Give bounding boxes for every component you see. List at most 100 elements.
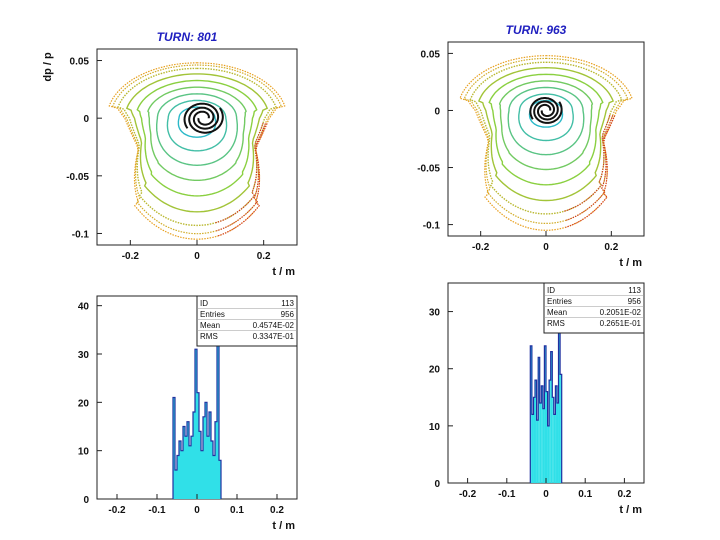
phase-contour [463,57,629,225]
plot-title: TURN: 801 [157,30,218,44]
histogram-bar [550,351,553,483]
y-tick-label: -0.1 [72,229,90,240]
phase-contour-edge [216,123,268,237]
x-tick-label: -0.1 [148,505,166,516]
histogram-bar [207,436,209,499]
phase-contour [507,86,585,156]
x-axis-label: t / m [272,520,295,532]
stats-value: 0.3347E-01 [253,332,295,341]
histogram-bar [533,397,536,483]
y-tick-label: -0.1 [423,221,441,232]
phase-contour [488,73,604,186]
histogram-bar [217,305,219,499]
y-tick-label: -0.05 [417,164,440,175]
phase-space-plot-turn-801: TURN: 801 -0.2 0 0.2 0.05 0 -0.05 -0.1 t / m dp /… [42,30,298,278]
y-tick-label: 0.05 [421,49,441,60]
histogram-bar [199,431,201,499]
beam-spiral-arm [533,100,563,124]
phase-contour-edge [564,115,614,222]
stats-key: Mean [200,321,220,330]
stats-key: Entries [200,310,225,319]
histogram-bar [181,450,183,499]
phase-contour [498,80,594,171]
histogram-bar [213,455,215,499]
x-tick-label: 0 [543,489,549,500]
histogram-bar [539,403,542,483]
y-tick-label: 40 [78,302,90,313]
y-tick-label: 0 [434,106,440,117]
x-tick-label: 0 [543,242,549,253]
phase-contour [469,61,623,215]
phase-contour-edge [216,123,267,232]
x-tick-label: 0.1 [578,489,592,500]
phase-contour [477,67,615,202]
stats-value: 956 [628,297,642,306]
stats-value: 0.2051E-02 [600,308,642,317]
histogram-bar [185,436,187,499]
phase-contour [125,73,269,213]
phase-contour [518,93,574,142]
plot-frame [96,48,298,246]
histogram-bar [542,408,545,483]
phase-contour [147,86,247,181]
histogram-bar [530,345,532,483]
histogram-bar [215,421,217,499]
histogram-bar [558,294,561,483]
histogram-bar [531,414,534,483]
x-tick-label: 0.2 [270,505,284,516]
stats-value: 113 [281,299,294,308]
y-tick-label: 20 [78,398,90,409]
x-axis-label: t / m [272,266,295,278]
histogram-bar [173,397,175,499]
histogram-bar [197,392,199,499]
histogram-bar [177,455,179,499]
histogram-bar [560,374,562,483]
stats-value: 0.4574E-02 [253,321,295,330]
x-tick-label: 0 [194,505,200,516]
x-axis-label: t / m [619,257,642,269]
y-tick-label: 10 [429,422,441,433]
phase-contour [117,67,277,227]
histogram-bar [547,425,550,483]
y-tick-label: 0.05 [70,57,90,68]
x-axis-label: t / m [619,504,642,516]
phase-contour [112,64,282,235]
stats-key: RMS [200,332,218,341]
x-tick-label: 0.2 [257,251,271,262]
histogram-outline [172,305,222,499]
histogram-bar [191,436,193,499]
histogram-bar [556,403,559,483]
histogram-bar [219,460,221,499]
histogram-bar [546,391,548,483]
phase-contour [166,99,228,152]
y-tick-label: 30 [78,350,90,361]
stats-key: Mean [547,308,567,317]
x-tick-label: -0.2 [108,505,126,516]
x-tick-label: -0.1 [498,489,516,500]
histogram-bar [183,426,185,499]
histogram-bar [536,420,539,483]
histogram-bar [187,421,189,499]
histogram-bar [541,385,543,483]
histogram-bar [189,445,191,499]
stats-key: Entries [547,297,572,306]
x-tick-label: -0.2 [122,251,140,262]
histogram-outline [529,293,563,483]
histogram-bar [175,470,177,499]
y-tick-label: 10 [78,447,90,458]
histogram-bar [179,441,181,499]
histogram-plot-turn-801: -0.2 -0.1 0 0.1 0.2 0 10 20 30 40 t / m ID 113 Entrie… [78,295,298,532]
stats-value: 0.2651E-01 [600,319,642,328]
stats-value: 956 [281,310,295,319]
plot-title: TURN: 963 [506,23,567,37]
histogram-bar [538,357,540,483]
phase-contour [136,79,258,197]
histogram-bar [211,441,213,499]
x-tick-label: 0.2 [604,242,618,253]
y-tick-label: 20 [429,365,441,376]
y-tick-label: 0 [434,479,440,490]
stats-key: RMS [547,319,565,328]
x-tick-label: 0.2 [617,489,631,500]
histogram-bar [203,416,205,499]
x-tick-label: 0.1 [230,505,244,516]
